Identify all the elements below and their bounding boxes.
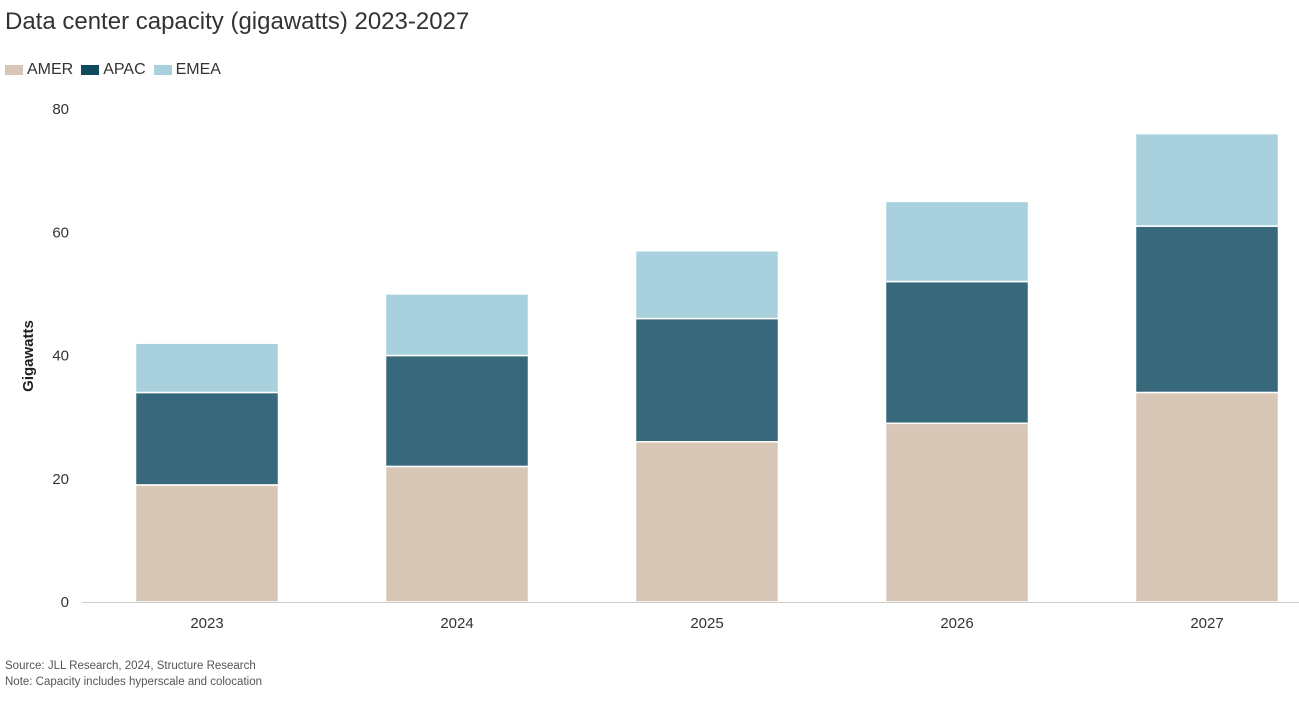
- bar-apac-2023: [134, 391, 280, 486]
- bar-emea-2026: [884, 200, 1030, 283]
- bar-apac-2024: [384, 354, 530, 468]
- legend-label-emea: EMEA: [175, 61, 221, 78]
- bar-apac-2027: [1134, 225, 1280, 394]
- legend-label-amer: AMER: [27, 61, 74, 78]
- legend-swatch-amer: [5, 65, 23, 75]
- chart-footer: Source: JLL Research, 2024, Structure Re…: [5, 658, 262, 690]
- y-tick-label: 60: [52, 224, 69, 241]
- y-tick-label: 80: [52, 101, 69, 118]
- bar-apac-2026: [884, 280, 1030, 425]
- bar-amer-2023: [134, 484, 280, 603]
- x-tick-label: 2024: [440, 615, 473, 632]
- chart-plot: 0 20 40 60 80 Gigawatts 2023 2024 2025 2026 2027: [20, 101, 1299, 632]
- bar-apac-2025: [634, 317, 780, 443]
- y-axis-title: Gigawatts: [20, 320, 37, 392]
- x-tick-label: 2026: [940, 615, 973, 632]
- bar-amer-2026: [884, 422, 1030, 603]
- legend-swatch-apac: [81, 65, 100, 75]
- chart-legend: AMER APAC EMEA: [5, 61, 229, 79]
- y-tick-label: 20: [52, 471, 69, 488]
- legend-label-apac: APAC: [103, 61, 146, 78]
- x-tick-label: 2023: [190, 615, 223, 632]
- y-tick-label: 40: [52, 348, 69, 365]
- bar-emea-2025: [634, 249, 780, 320]
- bar-emea-2027: [1134, 132, 1280, 227]
- bar-amer-2025: [634, 441, 780, 603]
- legend-item-apac: APAC: [81, 61, 146, 79]
- legend-item-emea: EMEA: [153, 61, 221, 79]
- x-tick-label: 2027: [1190, 615, 1223, 632]
- legend-item-amer: AMER: [5, 61, 73, 79]
- capacity-note: Note: Capacity includes hyperscale and c…: [5, 676, 262, 688]
- x-tick-label: 2025: [690, 615, 723, 632]
- source-note: Source: JLL Research, 2024, Structure Re…: [5, 660, 256, 672]
- bar-emea-2024: [384, 293, 530, 357]
- bar-amer-2027: [1134, 391, 1280, 603]
- legend-swatch-emea: [153, 65, 172, 75]
- bar-amer-2024: [384, 465, 530, 603]
- bar-emea-2023: [134, 342, 280, 394]
- y-tick-label: 0: [61, 594, 69, 611]
- chart-title: Data center capacity (gigawatts) 2023-20…: [5, 8, 470, 35]
